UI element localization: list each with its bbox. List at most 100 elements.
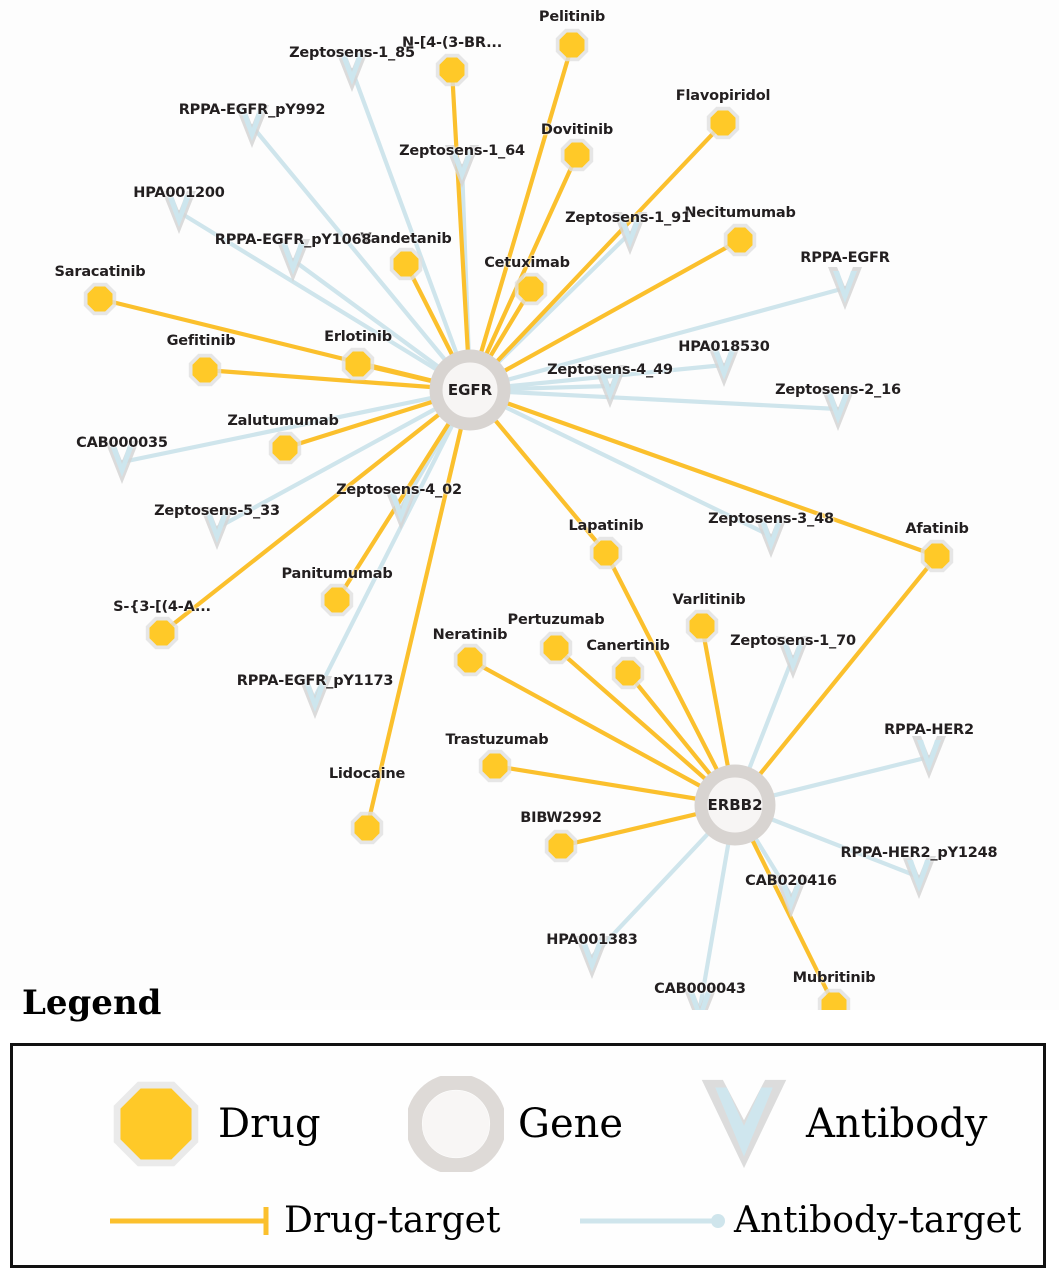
drug-node[interactable]	[320, 583, 354, 617]
drug-node[interactable]	[435, 53, 469, 87]
antibody-node[interactable]	[774, 875, 808, 918]
drug-label-7: Saracatinib	[54, 264, 146, 280]
antibody-node[interactable]	[105, 441, 139, 484]
drug-label-16: Pertuzumab	[507, 612, 605, 628]
edge-egfr	[467, 387, 940, 559]
drug-node[interactable]	[544, 829, 578, 863]
antibody-label-20: CAB000043	[654, 981, 746, 997]
drug-label-15: S-{3-[(4-A...	[113, 599, 211, 615]
nodes-layer	[83, 28, 954, 1010]
antibody-node[interactable]	[912, 736, 946, 779]
antibody-label-15: RPPA-EGFR_pY1173	[236, 673, 394, 689]
legend-label-drug: Drug	[218, 1101, 321, 1147]
drug-label-13: Varlitinib	[672, 592, 746, 608]
legend-label-drug-target: Drug-target	[284, 1200, 501, 1241]
gene-label-egfr: EGFR	[447, 381, 493, 399]
edge-egfr	[312, 387, 473, 700]
antibody-label-9: Zeptosens-2_16	[775, 382, 901, 398]
legend-box: Drug Gene	[10, 1043, 1046, 1268]
drug-node[interactable]	[555, 28, 589, 62]
edge-egfr	[467, 120, 726, 393]
antibody-node[interactable]	[384, 487, 418, 530]
edge-egfr	[176, 209, 473, 393]
drug-node[interactable]	[611, 656, 645, 690]
drug-label-9: Erlotinib	[324, 329, 392, 345]
network-graph: Pelitinib N-[4-(3-BR... Flavopiridol Doviti…	[54, 9, 998, 1010]
legend-item-gene: Gene	[405, 1073, 624, 1175]
antibody-node[interactable]	[200, 507, 234, 550]
legend: Legend Drug	[0, 983, 1059, 1280]
antibody-node[interactable]	[683, 987, 717, 1010]
edge-egfr	[159, 387, 473, 636]
drug-label-11: Afatinib	[905, 521, 969, 537]
antibody-node[interactable]	[821, 388, 855, 431]
antibody-label-8: Zeptosens-4_49	[547, 362, 673, 378]
gene-label-erbb2: ERBB2	[707, 796, 763, 814]
antibody-label-17: RPPA-HER2_pY1248	[840, 845, 998, 861]
edge-egfr	[467, 285, 848, 393]
gene-node-erbb2[interactable]	[694, 764, 776, 846]
drug-node[interactable]	[589, 536, 623, 570]
antibody-node[interactable]	[707, 344, 741, 387]
edge-egfr	[467, 237, 743, 393]
antibody-label-1: RPPA-EGFR_pY992	[178, 102, 326, 118]
drug-node[interactable]	[920, 539, 954, 573]
antibody-node[interactable]	[575, 936, 609, 979]
antibody-node[interactable]	[593, 365, 627, 408]
drug-node[interactable]	[685, 609, 719, 643]
drug-node[interactable]	[817, 988, 851, 1010]
drug-node[interactable]	[560, 138, 594, 172]
antibody-node[interactable]	[276, 239, 310, 282]
drug-label-4: Necitumumab	[684, 205, 796, 221]
antibody-node[interactable]	[613, 212, 647, 255]
antibody-node[interactable]	[902, 856, 936, 899]
drug-node[interactable]	[350, 811, 384, 845]
legend-label-gene: Gene	[518, 1101, 624, 1147]
drug-node[interactable]	[723, 223, 757, 257]
antibody-label-10: CAB000035	[76, 435, 168, 451]
antibody-node[interactable]	[235, 105, 269, 148]
drug-node[interactable]	[145, 616, 179, 650]
antibody-label-4: Zeptosens-1_91	[565, 210, 691, 226]
drug-node[interactable]	[539, 631, 573, 665]
antibody-label-5: RPPA-EGFR_pY1068	[214, 232, 372, 248]
antibody-node[interactable]	[828, 267, 862, 310]
drug-node[interactable]	[389, 247, 423, 281]
drug-node[interactable]	[706, 106, 740, 140]
drug-edge-icon	[108, 1201, 278, 1241]
drug-node[interactable]	[268, 431, 302, 465]
edge-erbb2	[732, 553, 940, 808]
legend-item-drug: Drug	[108, 1076, 321, 1172]
antibody-node[interactable]	[298, 676, 332, 719]
legend-item-antibody: Antibody	[696, 1076, 987, 1172]
antibody-node[interactable]	[754, 515, 788, 558]
drug-node[interactable]	[188, 353, 222, 387]
edge-egfr	[349, 67, 473, 393]
drug-node[interactable]	[478, 749, 512, 783]
drug-label-10: Zalutumumab	[227, 413, 339, 429]
drug-label-21: BIBW2992	[520, 810, 602, 826]
octagon-icon	[108, 1076, 204, 1172]
drug-label-0: Pelitinib	[538, 9, 606, 25]
edge-egfr	[467, 42, 575, 393]
edge-egfr	[467, 152, 580, 393]
drug-node[interactable]	[453, 643, 487, 677]
edge-egfr	[334, 387, 473, 603]
antibody-node[interactable]	[162, 191, 196, 234]
antibody-label-3: HPA001200	[133, 185, 225, 201]
drug-label-22: Mubritinib	[792, 970, 876, 986]
edge-egfr	[467, 387, 774, 539]
antibody-node[interactable]	[776, 636, 810, 679]
edge-egfr	[202, 367, 473, 393]
antibody-node[interactable]	[335, 49, 369, 92]
legend-label-antibody-target: Antibody-target	[734, 1200, 1022, 1241]
antibody-edge-icon	[578, 1201, 728, 1241]
drug-node[interactable]	[341, 347, 375, 381]
drug-node[interactable]	[83, 282, 117, 316]
drug-node[interactable]	[514, 272, 548, 306]
gene-node-egfr[interactable]	[429, 349, 511, 431]
edge-egfr	[119, 387, 473, 465]
legend-title: Legend	[22, 983, 162, 1023]
antibody-node[interactable]	[445, 145, 479, 188]
drug-label-6: Cetuximab	[484, 255, 570, 271]
